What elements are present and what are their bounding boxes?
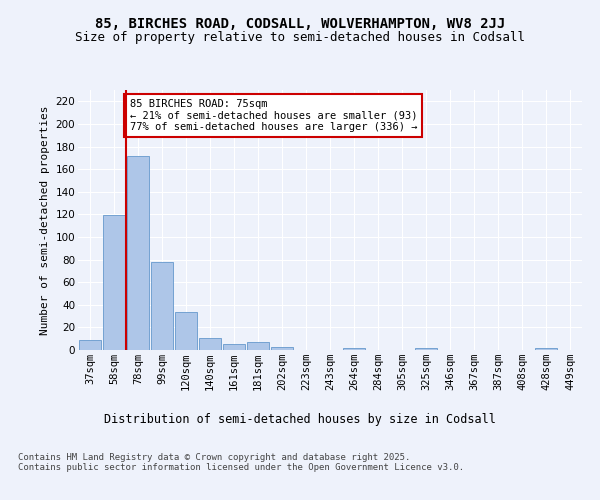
Bar: [535, 348, 557, 350]
Text: Distribution of semi-detached houses by size in Codsall: Distribution of semi-detached houses by …: [104, 412, 496, 426]
Bar: [247, 342, 269, 350]
Text: Size of property relative to semi-detached houses in Codsall: Size of property relative to semi-detach…: [75, 31, 525, 44]
Bar: [271, 346, 293, 350]
Bar: [103, 216, 125, 350]
Bar: [79, 340, 101, 350]
Bar: [151, 262, 173, 350]
Bar: [415, 348, 437, 350]
Bar: [175, 312, 197, 350]
Text: Contains HM Land Registry data © Crown copyright and database right 2025.
Contai: Contains HM Land Registry data © Crown c…: [18, 452, 464, 472]
Bar: [223, 344, 245, 350]
Bar: [343, 348, 365, 350]
Bar: [199, 338, 221, 350]
Y-axis label: Number of semi-detached properties: Number of semi-detached properties: [40, 106, 50, 335]
Bar: [127, 156, 149, 350]
Text: 85 BIRCHES ROAD: 75sqm
← 21% of semi-detached houses are smaller (93)
77% of sem: 85 BIRCHES ROAD: 75sqm ← 21% of semi-det…: [130, 99, 417, 132]
Text: 85, BIRCHES ROAD, CODSALL, WOLVERHAMPTON, WV8 2JJ: 85, BIRCHES ROAD, CODSALL, WOLVERHAMPTON…: [95, 18, 505, 32]
